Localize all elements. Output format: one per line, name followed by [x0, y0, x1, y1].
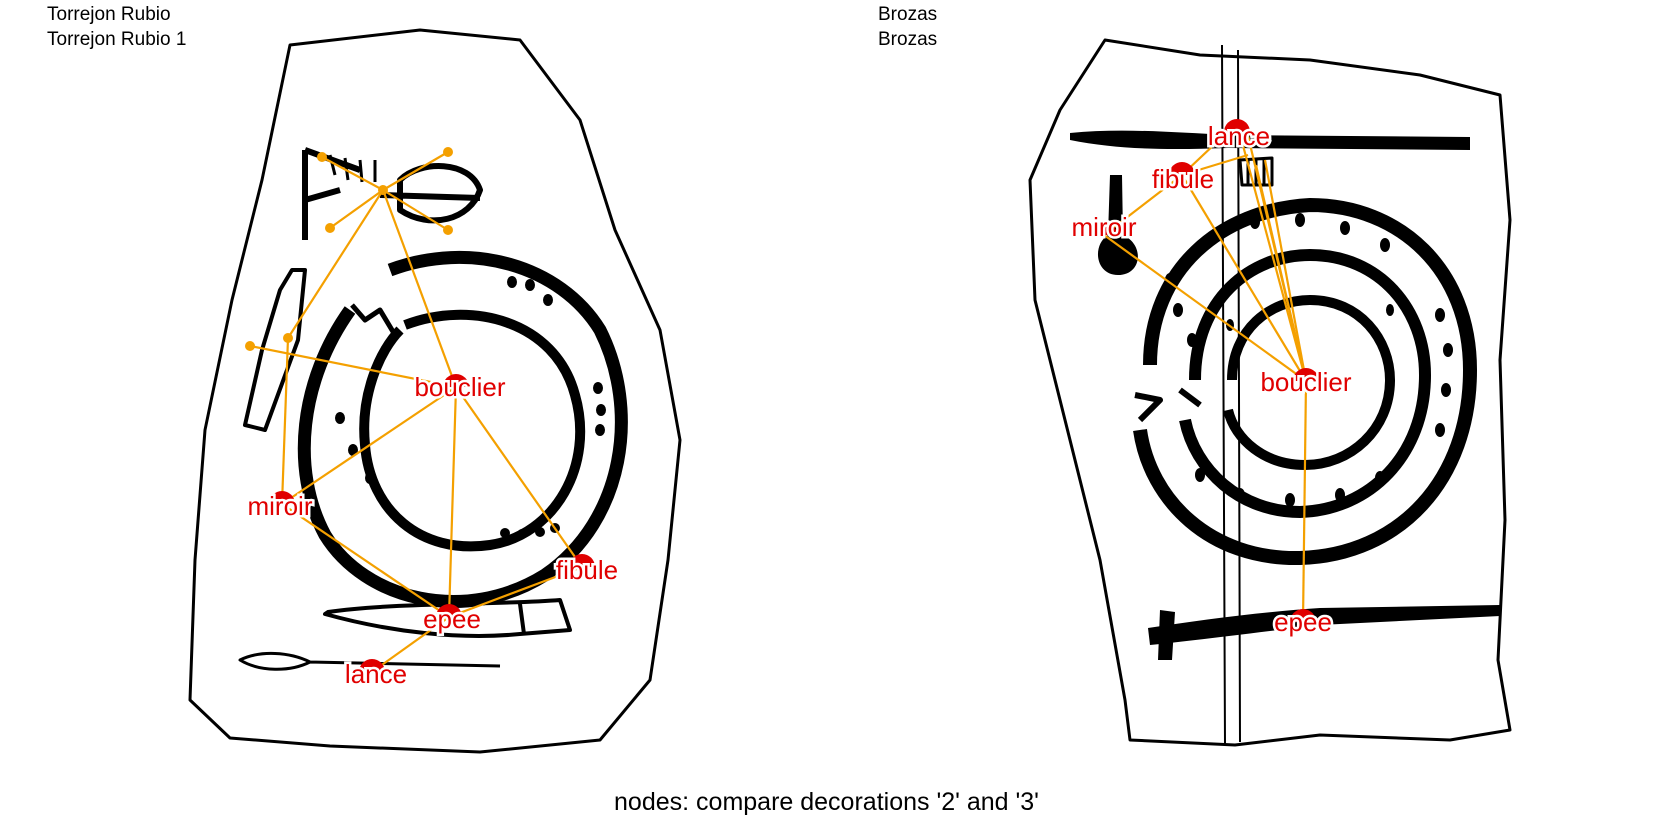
right-shield-outer-ring: [1133, 198, 1477, 566]
right-shield-notch: [1134, 387, 1202, 423]
left-edge-fibula-c: [382, 189, 449, 231]
left-edge-miroir-branch: [280, 337, 290, 505]
left-subnode-2: [325, 223, 335, 233]
left-subnode-1: [317, 152, 327, 162]
left-sword-shape: [323, 598, 572, 638]
left-shield-outer-ring: [297, 251, 628, 608]
right-edge-bouclier-fibule: [1181, 174, 1307, 382]
left-edges: [245, 147, 583, 673]
left-panel-header: Torrejon Rubio Torrejon Rubio 1: [47, 2, 186, 52]
left-edge-bouclier-epee: [447, 386, 458, 618]
right-node-epee: epee: [1272, 605, 1335, 640]
left-edge-side-bouclier: [249, 344, 457, 389]
left-subnode-6: [283, 333, 293, 343]
left-shield-dots: [335, 276, 606, 539]
left-nodes: bouclier miroir fibule epee lance: [245, 370, 621, 692]
left-node-epee: epee: [421, 602, 484, 637]
left-mirror-shape: [243, 268, 307, 432]
left-edge-fibula-d: [329, 189, 384, 229]
right-stele-drawing: [1028, 38, 1512, 747]
right-site-name: Brozas: [878, 4, 938, 25]
right-node-fibule-marker: [1169, 162, 1195, 175]
right-node-epee-marker: [1290, 609, 1316, 622]
left-stele-name: Torrejon Rubio 1: [47, 29, 187, 50]
left-edge-fibula-a: [321, 156, 384, 191]
right-node-fibule-label: fibule: [1152, 164, 1214, 194]
left-spear-shape: [238, 651, 501, 671]
left-node-lance-marker: [359, 659, 385, 672]
left-node-bouclier: bouclier: [412, 370, 508, 405]
right-spear-shape: [1070, 130, 1470, 150]
right-node-bouclier-marker: [1293, 368, 1319, 381]
left-site-name: Torrejon Rubio: [47, 4, 171, 25]
left-edge-bouclier-fibule: [455, 386, 583, 568]
left-node-miroir-marker: [269, 491, 295, 504]
right-node-lance: lance: [1205, 119, 1272, 154]
figure-caption: nodes: compare decorations '2' and '3': [614, 788, 1039, 816]
left-node-lance: lance: [342, 657, 409, 692]
left-node-bouclier-label: bouclier: [414, 372, 505, 402]
right-node-miroir: miroir: [1069, 210, 1139, 245]
right-edge-fibule-miroir: [1103, 174, 1183, 236]
left-shield-notch: [350, 303, 398, 337]
left-stele-drawing: [188, 28, 682, 754]
left-node-epee-label: epee: [423, 604, 481, 634]
left-edge-fibule-epee: [448, 565, 583, 619]
left-subnode-4: [443, 225, 453, 235]
right-node-bouclier-label: bouclier: [1260, 367, 1351, 397]
right-edge-bouclier-fibula-a: [1254, 164, 1308, 382]
left-edge-miroir-epee: [281, 503, 450, 618]
left-subnode-7: [378, 185, 388, 195]
left-edge-fibula-b: [382, 151, 449, 191]
left-node-fibule-label: fibule: [556, 555, 618, 585]
left-edge-bouclier-fibula-top: [381, 189, 458, 388]
right-fibula-shape: [1238, 156, 1274, 187]
right-shield-inner-ring: [1223, 295, 1395, 470]
right-shield-dots: [1165, 213, 1453, 507]
right-node-miroir-marker: [1091, 222, 1117, 235]
right-edge-bouclier-lance-a: [1235, 122, 1308, 382]
left-stele-outline: [188, 28, 682, 754]
right-shield-middle-ring: [1179, 249, 1431, 518]
left-node-bouclier-marker: [443, 374, 469, 387]
left-edge-branch-fibula: [287, 189, 384, 339]
left-edge-bouclier-miroir: [281, 386, 457, 505]
right-panel-header: Brozas Brozas: [878, 2, 937, 52]
right-edge-bouclier-miroir: [1103, 234, 1307, 382]
left-subnode-3: [443, 147, 453, 157]
right-node-lance-label: lance: [1208, 121, 1270, 151]
right-sword-hilt: [1158, 610, 1175, 660]
left-node-fibule: fibule: [553, 553, 620, 588]
right-node-bouclier: bouclier: [1258, 365, 1354, 400]
right-stele-name: Brozas: [878, 29, 938, 50]
right-edge-bouclier-epee: [1301, 380, 1308, 623]
left-node-lance-label: lance: [345, 659, 407, 689]
right-node-miroir-label: miroir: [1072, 212, 1137, 242]
right-stele-outline: [1028, 38, 1512, 747]
right-sword-shape: [1148, 605, 1500, 645]
right-node-fibule: fibule: [1149, 162, 1216, 197]
left-edge-epee-lance: [371, 616, 450, 673]
left-node-miroir: miroir: [245, 489, 315, 524]
right-edge-bouclier-fibula-b: [1263, 159, 1308, 382]
left-shield-inner-ring: [359, 309, 586, 552]
left-node-epee-marker: [436, 604, 462, 617]
left-subnode-5: [245, 341, 255, 351]
left-node-fibule-marker: [569, 554, 595, 567]
right-node-lance-marker: [1224, 119, 1250, 132]
right-node-epee-label: epee: [1274, 607, 1332, 637]
right-nodes: lance fibule miroir bouclier epee: [1069, 119, 1354, 640]
left-fibula-comb: [328, 154, 377, 183]
left-node-miroir-label: miroir: [248, 491, 313, 521]
